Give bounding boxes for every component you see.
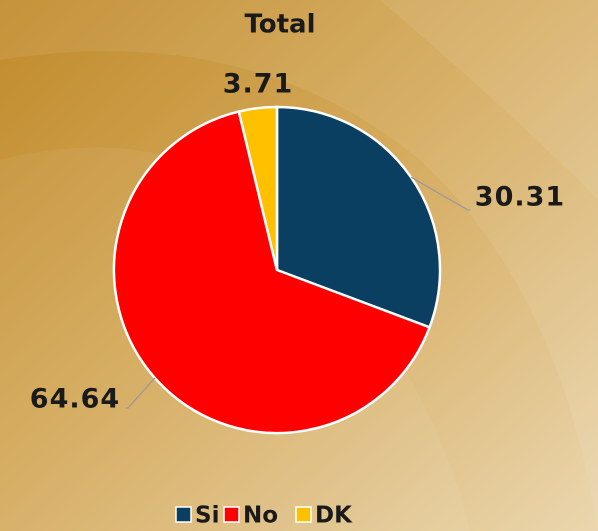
legend-swatch	[295, 506, 312, 523]
data-label: 3.71	[223, 69, 294, 100]
leader-line	[126, 377, 156, 409]
legend-swatch	[175, 506, 192, 523]
pie-slice	[237, 105, 279, 271]
data-label: 64.64	[30, 384, 120, 415]
legend-label: DK	[315, 503, 353, 529]
background-swirl	[380, 0, 598, 200]
leader-line	[410, 176, 470, 211]
legend-label: Si	[195, 503, 219, 529]
chart-title: Total	[244, 10, 315, 40]
legend-label: No	[243, 503, 278, 529]
data-label: 30.31	[475, 182, 565, 213]
legend-swatch	[223, 506, 240, 523]
